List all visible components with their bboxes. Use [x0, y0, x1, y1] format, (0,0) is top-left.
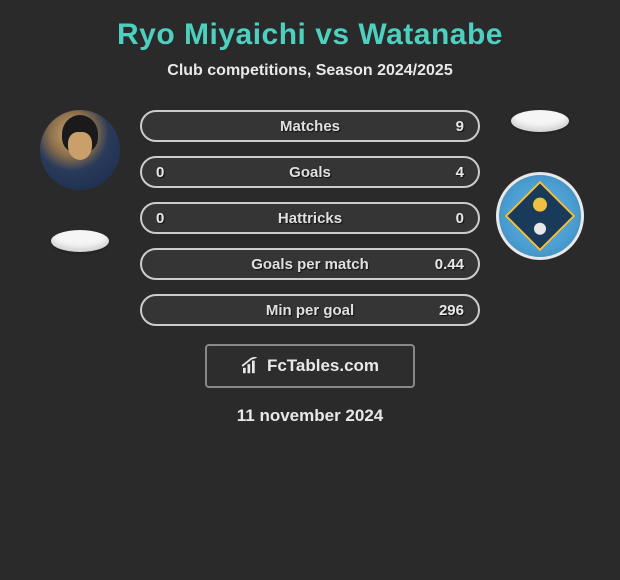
right-side [490, 110, 590, 326]
brand-box: FcTables.com [205, 344, 415, 388]
stat-right-value: 0.44 [414, 256, 464, 273]
stat-label: Goals per match [251, 256, 369, 273]
stat-label: Hattricks [278, 210, 342, 227]
date-label: 11 november 2024 [237, 406, 383, 426]
content-row: Matches 9 0 Goals 4 0 Hattricks 0 Goals … [0, 110, 620, 326]
chart-icon [241, 357, 263, 375]
stat-row: 0 Hattricks 0 [140, 202, 480, 234]
stat-right-value: 296 [414, 302, 464, 319]
stat-label: Matches [280, 118, 340, 135]
page-title: Ryo Miyaichi vs Watanabe [117, 18, 503, 52]
stat-row: Goals per match 0.44 [140, 248, 480, 280]
brand-label: FcTables.com [267, 356, 379, 376]
stat-label: Goals [289, 164, 331, 181]
player-photo-left [40, 110, 120, 190]
stat-left-value: 0 [156, 164, 206, 181]
left-side [30, 110, 130, 326]
stat-label: Min per goal [266, 302, 354, 319]
stats-column: Matches 9 0 Goals 4 0 Hattricks 0 Goals … [140, 110, 480, 326]
stat-row: 0 Goals 4 [140, 156, 480, 188]
stat-row: Min per goal 296 [140, 294, 480, 326]
stat-right-value: 9 [414, 118, 464, 135]
club-badge-right [496, 172, 584, 260]
country-flag-left [51, 230, 109, 252]
stat-right-value: 0 [414, 210, 464, 227]
comparison-card: Ryo Miyaichi vs Watanabe Club competitio… [0, 0, 620, 436]
stat-row: Matches 9 [140, 110, 480, 142]
stat-right-value: 4 [414, 164, 464, 181]
country-flag-right [511, 110, 569, 132]
stat-left-value: 0 [156, 210, 206, 227]
subtitle: Club competitions, Season 2024/2025 [167, 62, 452, 80]
club-badge-inner [505, 181, 576, 252]
